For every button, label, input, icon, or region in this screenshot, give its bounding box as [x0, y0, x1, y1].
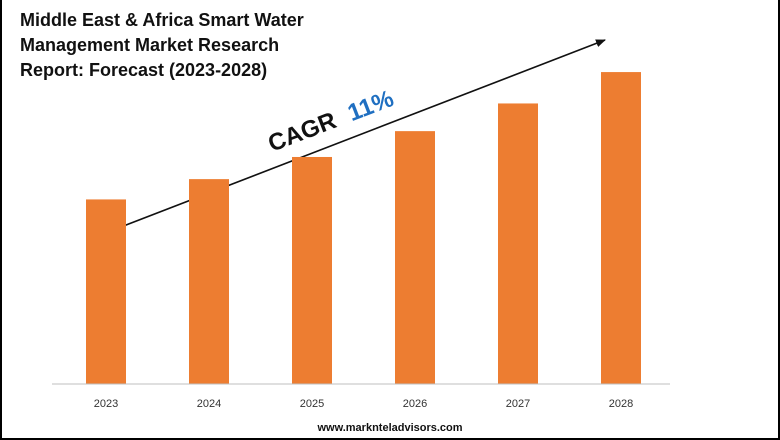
- chart-title-line-1: Middle East & Africa Smart Water: [20, 10, 304, 30]
- x-tick-label-2027: 2027: [506, 398, 530, 410]
- bar-2025: [292, 156, 332, 384]
- x-tick-label-2026: 2026: [403, 398, 427, 410]
- cagr-value: 11%: [344, 85, 397, 127]
- x-axis-ticks: 2023 2024 2025 2026 2027 2028: [94, 398, 633, 410]
- bars: [86, 72, 641, 385]
- footer-url: www.marknteladvisors.com: [317, 422, 463, 434]
- bar-2028: [601, 72, 641, 385]
- x-tick-label-2028: 2028: [609, 398, 633, 410]
- chart-title-line-2: Management Market Research: [20, 35, 280, 55]
- frame-right-border: [778, 0, 780, 440]
- chart-title-line-3: Report: Forecast (2023-2028): [20, 60, 268, 80]
- frame-left-border: [0, 0, 2, 440]
- x-tick-label-2025: 2025: [300, 398, 324, 410]
- bar-2027: [498, 103, 538, 385]
- cagr-label: CAGR: [264, 107, 340, 158]
- bar-2026: [395, 131, 435, 384]
- bar-2023: [86, 199, 126, 384]
- x-tick-label-2023: 2023: [94, 398, 118, 410]
- frame-bottom-border: [0, 438, 780, 440]
- x-tick-label-2024: 2024: [197, 398, 221, 410]
- chart-title: Middle East & Africa Smart Water Managem…: [20, 8, 340, 83]
- bar-2024: [189, 179, 229, 384]
